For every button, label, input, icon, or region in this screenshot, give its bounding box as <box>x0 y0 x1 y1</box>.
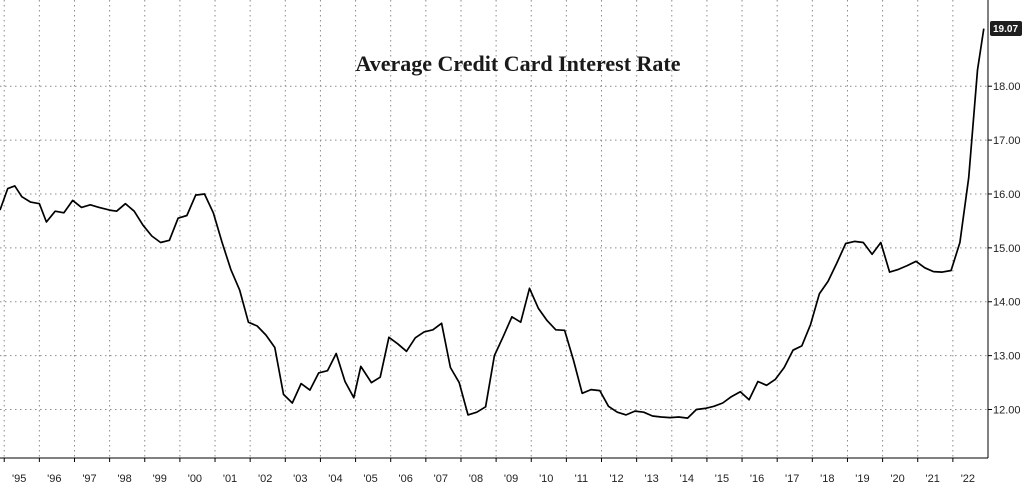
y-tick-label: 12.00 <box>993 405 1021 417</box>
x-tick-label: '17 <box>785 473 799 485</box>
x-tick-label: '02 <box>258 473 272 485</box>
series-line <box>0 28 985 419</box>
x-tick-label: '09 <box>504 473 518 485</box>
x-tick-label: '08 <box>469 473 483 485</box>
x-tick-label: '20 <box>890 473 904 485</box>
x-tick-label: '05 <box>363 473 377 485</box>
x-tick-label: '01 <box>223 473 237 485</box>
x-tick-label: '13 <box>644 473 658 485</box>
x-tick-label: '99 <box>153 473 167 485</box>
x-tick-label: '95 <box>12 473 26 485</box>
gridlines <box>0 0 988 458</box>
y-tick-label: 17.00 <box>993 135 1021 147</box>
y-tick-label: 15.00 <box>993 243 1021 255</box>
last-value-label: 19.07 <box>993 24 1018 35</box>
x-tick-label: '10 <box>539 473 553 485</box>
x-tick-label: '07 <box>434 473 448 485</box>
y-axis: 12.00 13.00 14.00 15.00 16.00 17.00 18.00 <box>988 81 1021 417</box>
x-tick-label: '96 <box>47 473 61 485</box>
last-value-box <box>990 21 1022 37</box>
chart-title: Average Credit Card Interest Rate <box>355 51 680 76</box>
y-tick-label: 18.00 <box>993 81 1021 93</box>
x-tick-label: '19 <box>855 473 869 485</box>
y-tick-label: 13.00 <box>993 351 1021 363</box>
x-tick-label: '03 <box>293 473 307 485</box>
x-tick-label: '97 <box>82 473 96 485</box>
x-tick-label: '18 <box>820 473 834 485</box>
x-tick-label: '22 <box>961 473 975 485</box>
x-tick-label: '16 <box>750 473 764 485</box>
x-tick-label: '06 <box>399 473 413 485</box>
x-tick-label: '14 <box>680 473 694 485</box>
x-tick-label: '15 <box>715 473 729 485</box>
x-tick-label: '98 <box>117 473 131 485</box>
x-tick-label: '00 <box>188 473 202 485</box>
x-tick-label: '04 <box>328 473 342 485</box>
y-tick-label: 14.00 <box>993 297 1021 309</box>
x-tick-label: '11 <box>575 473 589 485</box>
last-value-badge: 19.07 <box>990 21 1022 37</box>
x-axis: '95 '96 '97 '98 '99 '00 '01 '02 '03 '04 '05 '06 '07 '… <box>3 458 975 485</box>
x-tick-label: '21 <box>926 473 940 485</box>
y-tick-label: 16.00 <box>993 189 1021 201</box>
x-tick-label: '12 <box>609 473 623 485</box>
